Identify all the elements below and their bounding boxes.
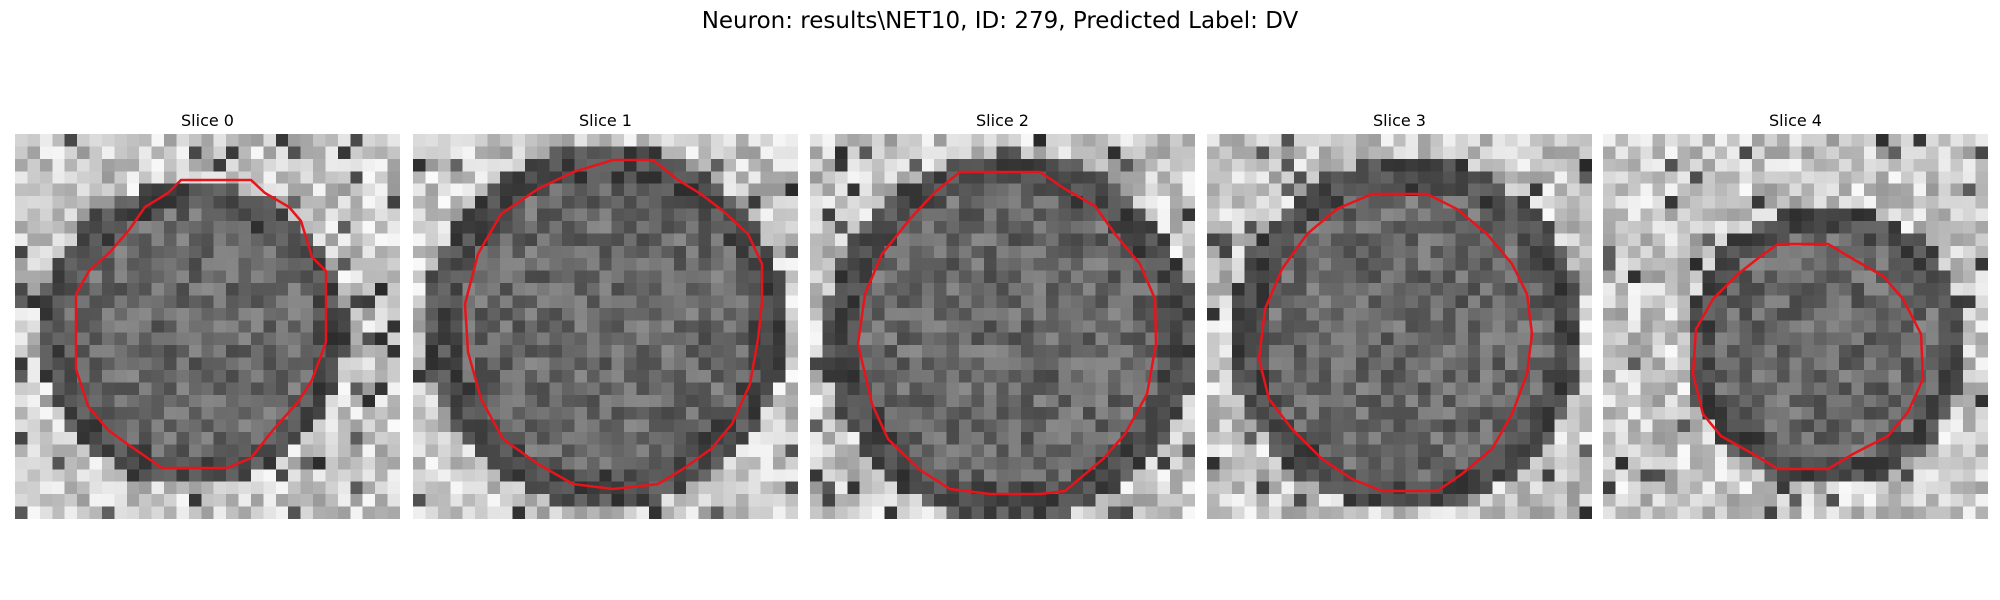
neuron-contour	[1257, 192, 1534, 493]
neuron-contour	[856, 170, 1158, 496]
segmentation-overlay	[74, 178, 328, 470]
slice-title: Slice 2	[976, 111, 1029, 130]
segmentation-overlay	[856, 170, 1158, 496]
slice-image	[810, 134, 1195, 519]
segmentation-overlay	[463, 158, 764, 491]
neuron-contour	[1691, 242, 1925, 471]
slice-panel-2: Slice 2	[810, 108, 1195, 519]
slice-grayscale-image	[1207, 134, 1592, 519]
slice-grayscale-image	[1603, 134, 1988, 519]
slice-panel-1: Slice 1	[413, 108, 798, 519]
slice-title: Slice 1	[579, 111, 632, 130]
figure-title: Neuron: results\NET10, ID: 279, Predicte…	[701, 8, 1299, 34]
slice-title: Slice 3	[1373, 111, 1426, 130]
slice-image	[15, 134, 400, 519]
slice-panel-0: Slice 0	[15, 108, 400, 519]
slice-title: Slice 0	[181, 111, 234, 130]
slice-grayscale-image	[15, 134, 400, 519]
slice-grayscale-image	[810, 134, 1195, 519]
slice-image	[1207, 134, 1592, 519]
slice-panel-4: Slice 4	[1603, 108, 1988, 519]
neuron-contour	[74, 178, 328, 470]
slice-panel-3: Slice 3	[1207, 108, 1592, 519]
slice-title: Slice 4	[1769, 111, 1822, 130]
segmentation-overlay	[1691, 242, 1925, 471]
slice-grayscale-image	[413, 134, 798, 519]
neuron-contour	[463, 158, 764, 491]
slice-image	[1603, 134, 1988, 519]
segmentation-overlay	[1257, 192, 1534, 493]
slice-image	[413, 134, 798, 519]
